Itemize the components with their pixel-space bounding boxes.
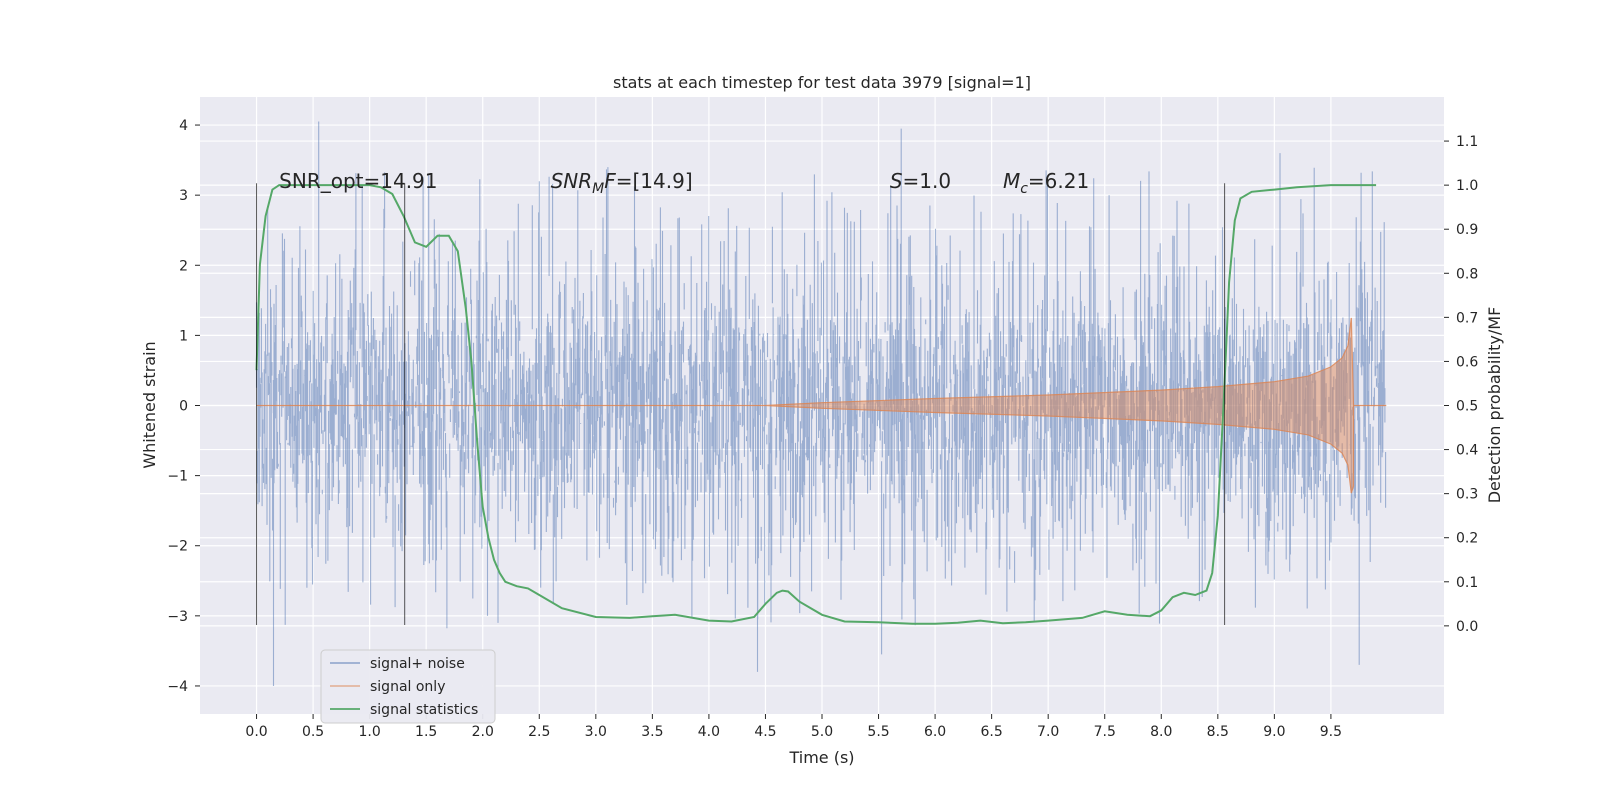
y2-tick-label: 0.5 — [1456, 399, 1478, 415]
x-axis: 0.0 0.5 1.0 1.5 2.0 2.5 3.0 3.5 4.0 4.5 5.0 5.5 6.0 6… — [245, 714, 1342, 740]
y-tick-label: 3 — [179, 188, 188, 204]
y-tick-label: −2 — [167, 539, 188, 555]
x-tick-label: 9.5 — [1320, 724, 1342, 740]
annotation-text: Mc=6.21 — [1003, 169, 1089, 197]
x-axis-label: Time (s) — [788, 748, 854, 767]
chart-title: stats at each timestep for test data 397… — [613, 73, 1031, 92]
legend-label-signal-noise: signal+ noise — [370, 656, 465, 672]
y2-tick-label: 0.9 — [1456, 222, 1478, 238]
x-tick-label: 3.0 — [585, 724, 607, 740]
y2-tick-label: 0.2 — [1456, 531, 1478, 547]
y-axis-right: 1.1 1.0 0.9 0.8 0.7 0.6 0.5 0.4 0.3 0.2 0.1 0.0 — [1444, 134, 1478, 635]
y-tick-label: −1 — [167, 469, 188, 485]
y-tick-label: 2 — [179, 258, 188, 274]
y2-tick-label: 0.1 — [1456, 575, 1478, 591]
x-tick-label: 4.0 — [698, 724, 720, 740]
signal-statistics-line — [255, 184, 1377, 625]
x-tick-label: 6.5 — [981, 724, 1003, 740]
y-axis-left: 4 3 2 1 0 −1 −2 −3 −4 — [167, 118, 200, 695]
x-tick-label: 8.5 — [1207, 724, 1229, 740]
y2-tick-label: 1.1 — [1456, 134, 1478, 150]
x-tick-label: 2.0 — [472, 724, 494, 740]
y-tick-label: 0 — [179, 399, 188, 415]
y2-tick-label: 0.7 — [1456, 310, 1478, 326]
y-tick-label: 4 — [179, 118, 188, 134]
x-tick-label: 9.0 — [1263, 724, 1285, 740]
y2-tick-label: 0.0 — [1456, 619, 1478, 635]
x-tick-label: 0.0 — [245, 724, 267, 740]
y2-tick-label: 0.8 — [1456, 266, 1478, 282]
y-tick-label: −4 — [167, 679, 188, 695]
series-layer — [255, 121, 1387, 686]
y-tick-label: 1 — [179, 328, 188, 344]
x-tick-label: 2.5 — [528, 724, 550, 740]
annotation-text: S=1.0 — [890, 169, 951, 193]
x-tick-label: 0.5 — [302, 724, 324, 740]
vertical-markers — [256, 183, 1226, 625]
x-tick-label: 8.0 — [1150, 724, 1172, 740]
legend-label-signal-statistics: signal statistics — [370, 702, 478, 718]
x-tick-label: 7.5 — [1094, 724, 1116, 740]
y2-tick-label: 0.6 — [1456, 354, 1478, 370]
y2-tick-label: 0.3 — [1456, 487, 1478, 503]
x-tick-label: 4.5 — [754, 724, 776, 740]
signal-only-line — [256, 317, 1387, 494]
legend-box — [320, 649, 496, 724]
legend: signal+ noise signal only signal statist… — [320, 649, 496, 724]
y2-tick-label: 0.4 — [1456, 443, 1478, 459]
x-tick-label: 1.0 — [359, 724, 381, 740]
y-tick-label: −3 — [167, 609, 188, 625]
annotations: SNR_opt=14.91 SNRMF=[14.9] S=1.0 Mc=6.21 — [279, 169, 1089, 197]
x-tick-label: 3.5 — [641, 724, 663, 740]
x-tick-label: 7.0 — [1037, 724, 1059, 740]
y2-tick-label: 1.0 — [1456, 178, 1478, 194]
annotation-text: SNRMF=[14.9] — [551, 169, 693, 197]
annotation-text: SNR_opt=14.91 — [279, 169, 437, 193]
x-tick-label: 6.0 — [924, 724, 946, 740]
x-tick-label: 5.0 — [811, 724, 833, 740]
x-tick-label: 5.5 — [867, 724, 889, 740]
legend-label-signal-only: signal only — [370, 679, 445, 695]
x-tick-label: 1.5 — [415, 724, 437, 740]
y-axis-label: Whitened strain — [140, 341, 159, 468]
y2-axis-label: Detection probability/MF — [1485, 307, 1504, 504]
